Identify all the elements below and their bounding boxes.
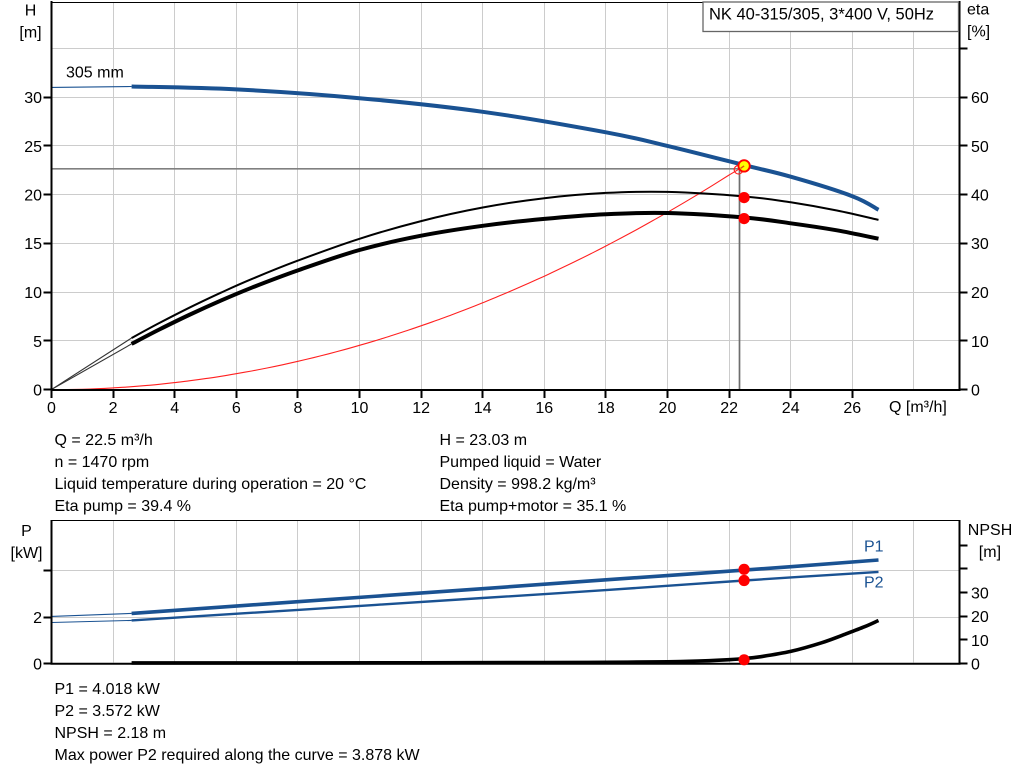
svg-text:5: 5 <box>33 334 42 351</box>
svg-text:n = 1470 rpm: n = 1470 rpm <box>55 454 150 471</box>
svg-text:305 mm: 305 mm <box>66 65 124 82</box>
svg-text:2: 2 <box>109 400 118 417</box>
svg-text:eta: eta <box>967 2 989 19</box>
svg-text:12: 12 <box>412 400 430 417</box>
svg-text:22: 22 <box>720 400 738 417</box>
svg-text:20: 20 <box>659 400 677 417</box>
svg-text:Density = 998.2 kg/m³: Density = 998.2 kg/m³ <box>440 476 597 493</box>
svg-text:Liquid temperature during oper: Liquid temperature during operation = 20… <box>55 476 367 493</box>
svg-text:50: 50 <box>971 139 989 156</box>
svg-text:NPSH: NPSH <box>968 522 1012 539</box>
svg-text:25: 25 <box>24 139 42 156</box>
svg-text:8: 8 <box>293 400 302 417</box>
svg-text:18: 18 <box>597 400 615 417</box>
svg-text:0: 0 <box>971 383 980 400</box>
svg-text:20: 20 <box>971 285 989 302</box>
svg-text:P2: P2 <box>864 575 884 592</box>
svg-text:10: 10 <box>24 285 42 302</box>
svg-text:30: 30 <box>971 236 989 253</box>
svg-text:6: 6 <box>232 400 241 417</box>
svg-text:NK 40-315/305, 3*400 V, 50Hz: NK 40-315/305, 3*400 V, 50Hz <box>709 5 934 23</box>
svg-text:Pumped liquid = Water: Pumped liquid = Water <box>440 454 602 471</box>
svg-text:14: 14 <box>474 400 492 417</box>
svg-text:NPSH = 2.18 m: NPSH = 2.18 m <box>55 725 167 742</box>
svg-text:10: 10 <box>351 400 369 417</box>
svg-text:10: 10 <box>971 334 989 351</box>
svg-text:4: 4 <box>170 400 179 417</box>
svg-text:Q [m³/h]: Q [m³/h] <box>889 399 947 416</box>
svg-text:0: 0 <box>33 383 42 400</box>
svg-text:10: 10 <box>971 633 989 650</box>
svg-text:Q = 22.5 m³/h: Q = 22.5 m³/h <box>55 432 153 449</box>
svg-text:0: 0 <box>33 657 42 674</box>
svg-text:20: 20 <box>971 609 989 626</box>
svg-text:0: 0 <box>971 657 980 674</box>
svg-text:16: 16 <box>535 400 553 417</box>
svg-text:24: 24 <box>782 400 800 417</box>
svg-text:0: 0 <box>47 400 56 417</box>
svg-text:Eta pump = 39.4 %: Eta pump = 39.4 % <box>55 498 192 515</box>
svg-text:26: 26 <box>843 400 861 417</box>
svg-text:20: 20 <box>24 188 42 205</box>
svg-text:P2 = 3.572 kW: P2 = 3.572 kW <box>55 703 161 720</box>
svg-text:Eta pump+motor = 35.1 %: Eta pump+motor = 35.1 % <box>440 498 627 515</box>
svg-text:30: 30 <box>971 585 989 602</box>
svg-text:[m]: [m] <box>979 544 1001 561</box>
svg-text:P1: P1 <box>864 539 884 556</box>
svg-text:[m]: [m] <box>19 25 41 42</box>
svg-text:15: 15 <box>24 236 42 253</box>
svg-text:H = 23.03 m: H = 23.03 m <box>440 432 528 449</box>
svg-text:[%]: [%] <box>967 24 990 41</box>
svg-text:P: P <box>21 523 32 540</box>
svg-text:2: 2 <box>33 610 42 627</box>
svg-text:[kW]: [kW] <box>11 545 43 562</box>
svg-text:P1 = 4.018 kW: P1 = 4.018 kW <box>55 681 161 698</box>
svg-text:30: 30 <box>24 90 42 107</box>
svg-text:Max power P2 required along th: Max power P2 required along the curve = … <box>55 747 421 764</box>
svg-text:60: 60 <box>971 90 989 107</box>
svg-text:H: H <box>25 3 37 20</box>
svg-text:40: 40 <box>971 188 989 205</box>
